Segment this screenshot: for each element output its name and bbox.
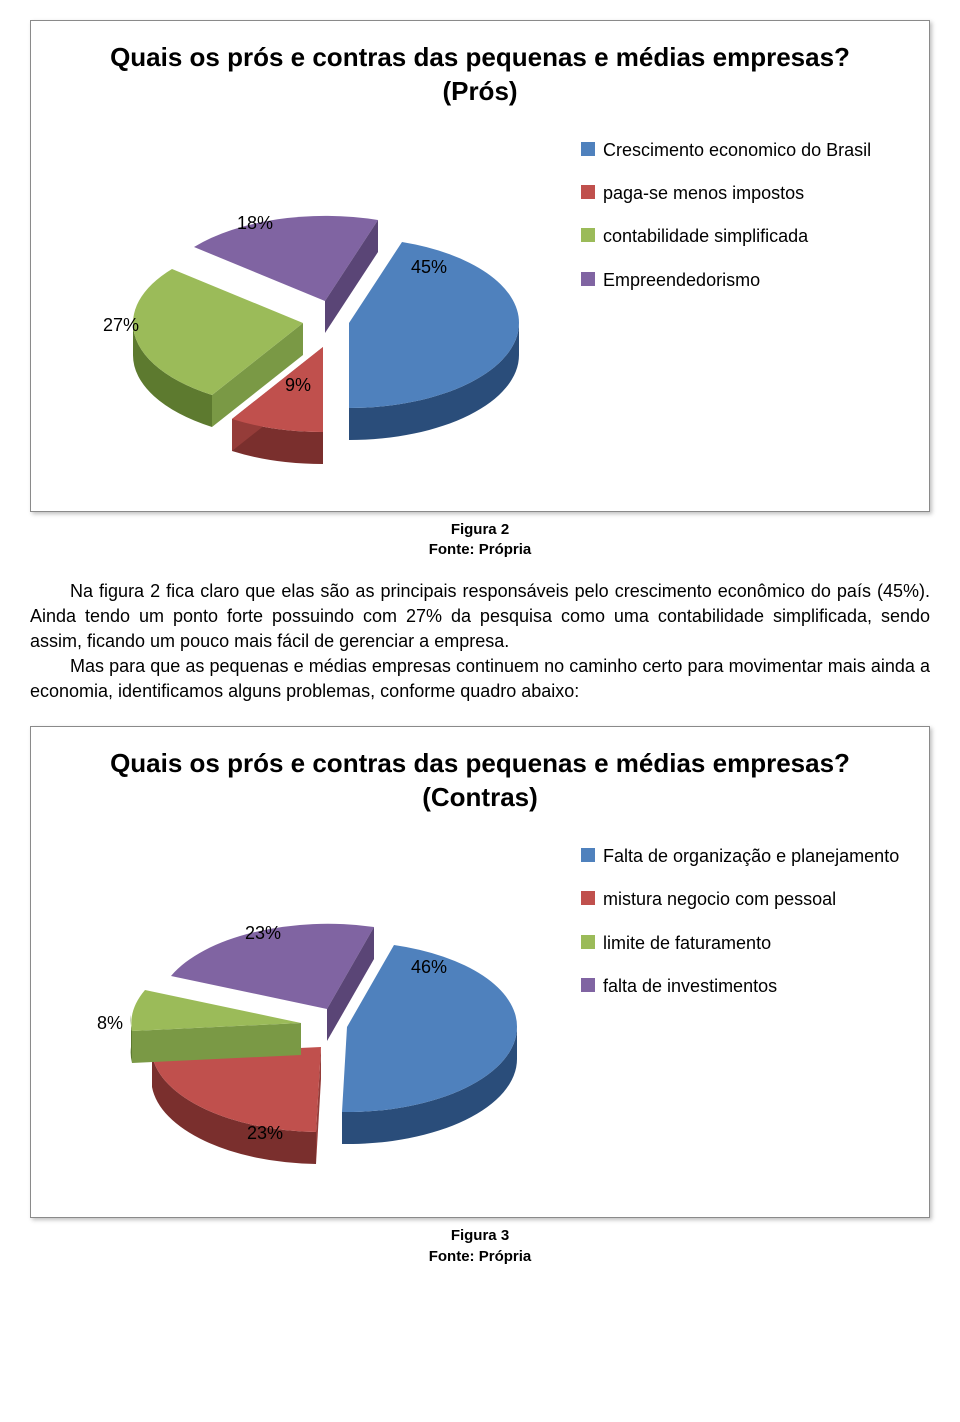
chart1-legend: Crescimento economico do Brasil paga-se … — [581, 129, 919, 313]
chart1-legend-row-3: Empreendedorismo — [581, 269, 919, 292]
legend-swatch-purple — [581, 272, 595, 286]
legend-swatch-blue — [581, 142, 595, 156]
chart1-legend-row-0: Crescimento economico do Brasil — [581, 139, 919, 162]
legend-swatch-red — [581, 185, 595, 199]
legend-swatch-green — [581, 935, 595, 949]
legend-swatch-purple — [581, 978, 595, 992]
caption2-line1: Figura 3 — [451, 1227, 509, 1244]
chart2-pct-46: 46% — [411, 957, 447, 978]
chart1-legend-label-1: paga-se menos impostos — [603, 182, 804, 205]
caption1-line1: Figura 2 — [451, 521, 509, 538]
chart1-legend-label-3: Empreendedorismo — [603, 269, 760, 292]
para1: Na figura 2 fica claro que elas são as p… — [30, 579, 930, 655]
chart1-legend-row-1: paga-se menos impostos — [581, 182, 919, 205]
para2: Mas para que as pequenas e médias empres… — [30, 654, 930, 704]
chart1-legend-label-2: contabilidade simplificada — [603, 225, 808, 248]
chart2-legend-label-0: Falta de organização e planejamento — [603, 845, 899, 868]
chart2-pct-23b: 23% — [245, 923, 281, 944]
chart1-pct-9: 9% — [285, 375, 311, 396]
chart2-pct-23a: 23% — [247, 1123, 283, 1144]
chart1-pct-18: 18% — [237, 213, 273, 234]
caption2: Figura 3 Fonte: Própria — [30, 1226, 930, 1267]
chart1-legend-row-2: contabilidade simplificada — [581, 225, 919, 248]
chart1-pct-27: 27% — [103, 315, 139, 336]
chart1-body: 45% 9% 27% 18% Crescimento economico do … — [41, 129, 919, 489]
chart2-title: Quais os prós e contras das pequenas e m… — [91, 747, 869, 815]
chart2-legend-label-2: limite de faturamento — [603, 932, 771, 955]
chart1-pie-svg — [41, 129, 581, 489]
chart2-legend-label-1: mistura negocio com pessoal — [603, 888, 836, 911]
legend-swatch-blue — [581, 848, 595, 862]
chart2-slice-red — [152, 1047, 321, 1164]
chart1-title: Quais os prós e contras das pequenas e m… — [91, 41, 869, 109]
chart2-pie-area: 46% 23% 8% 23% — [41, 835, 581, 1195]
chart2-legend-row-0: Falta de organização e planejamento — [581, 845, 919, 868]
caption1-line2: Fonte: Própria — [429, 541, 532, 558]
chart1-legend-label-0: Crescimento economico do Brasil — [603, 139, 871, 162]
chart2-legend-row-2: limite de faturamento — [581, 932, 919, 955]
caption1: Figura 2 Fonte: Própria — [30, 520, 930, 561]
chart2-body: 46% 23% 8% 23% Falta de organização e pl… — [41, 835, 919, 1195]
chart1-pct-45: 45% — [411, 257, 447, 278]
chart2-legend: Falta de organização e planejamento mist… — [581, 835, 919, 1019]
chart1-pie-area: 45% 9% 27% 18% — [41, 129, 581, 489]
chart1-slice-blue — [349, 242, 571, 440]
caption2-line2: Fonte: Própria — [429, 1248, 532, 1265]
legend-swatch-green — [581, 228, 595, 242]
body-text: Na figura 2 fica claro que elas são as p… — [30, 579, 930, 705]
legend-swatch-red — [581, 891, 595, 905]
chart2-legend-label-3: falta de investimentos — [603, 975, 777, 998]
chart2-legend-row-3: falta de investimentos — [581, 975, 919, 998]
chart2-container: Quais os prós e contras das pequenas e m… — [30, 726, 930, 1218]
chart2-pct-8: 8% — [97, 1013, 123, 1034]
chart2-legend-row-1: mistura negocio com pessoal — [581, 888, 919, 911]
chart1-container: Quais os prós e contras das pequenas e m… — [30, 20, 930, 512]
